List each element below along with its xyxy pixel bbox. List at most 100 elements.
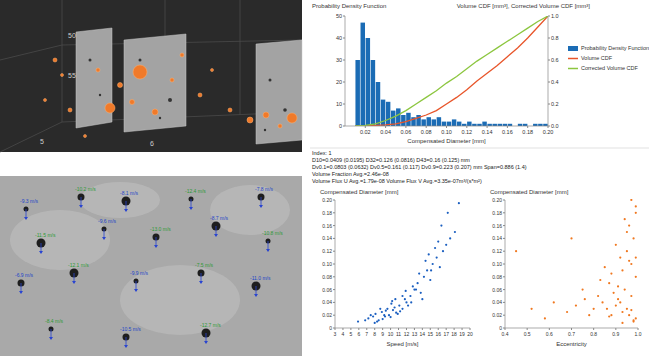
plane-particle	[168, 98, 172, 102]
x-tick-label: 0.4	[502, 331, 509, 337]
image-texture	[210, 185, 290, 235]
velocity-arrowhead	[214, 234, 218, 237]
view-grid-line	[0, 122, 62, 152]
x-tick	[571, 328, 572, 330]
x-tick-label: 16	[435, 331, 441, 337]
y-tick	[333, 225, 335, 226]
chart-title: Compensated Diameter [mm]	[490, 189, 569, 195]
legend-swatch	[568, 46, 578, 51]
scatter-point	[421, 298, 423, 300]
histogram-bar	[406, 113, 410, 126]
x-tick	[430, 328, 431, 330]
scatter-point	[604, 266, 606, 268]
y-tick-label: 0.06	[322, 287, 332, 293]
x-tick-label: 3	[334, 331, 337, 337]
scatter-point	[626, 231, 628, 233]
legend-swatch	[568, 68, 578, 70]
scatter-point	[610, 314, 612, 316]
y-tick	[333, 200, 335, 201]
x-tick-label: 0.08	[421, 129, 432, 135]
scatter-point	[531, 308, 533, 310]
velocity-arrowhead	[79, 205, 83, 208]
x-tick	[507, 126, 508, 128]
scatter-point	[440, 225, 442, 227]
histogram-bar	[482, 122, 486, 126]
plane-particle	[264, 129, 266, 131]
histogram-bar	[437, 117, 441, 126]
x-tick-label: 7	[365, 331, 368, 337]
x-tick	[374, 328, 375, 330]
y-tick-label: 50	[336, 13, 342, 19]
particle-3d	[68, 108, 72, 112]
scatter-point	[635, 317, 637, 319]
scatter-point	[632, 319, 634, 321]
scatter-point	[610, 273, 612, 275]
stats-text: Dv0.1=0.0803 (0.0632) Dv0.5=0.161 (0.117…	[312, 164, 527, 170]
velocity-label: -7.8 m/s	[255, 186, 274, 192]
view-axis-label: 6	[150, 140, 154, 147]
velocity-arrowhead	[254, 294, 258, 297]
scatter-point	[393, 306, 395, 308]
scatter-point	[632, 237, 634, 239]
cdf-line	[355, 16, 548, 126]
plane-particle	[269, 79, 272, 82]
scatter-point	[416, 282, 418, 284]
x-tick	[527, 328, 528, 330]
y-tick-label: 0.08	[492, 274, 502, 280]
x-tick-label: 13	[412, 331, 418, 337]
y-tick	[333, 315, 335, 316]
scatter-point	[370, 314, 372, 316]
particle-3d	[263, 112, 269, 118]
y2-tick	[548, 38, 550, 39]
y-tick	[503, 225, 505, 226]
scatter-point	[621, 311, 623, 313]
image-plane	[256, 40, 302, 144]
histogram-bar	[457, 122, 461, 126]
x-tick-label: 0.16	[502, 129, 513, 135]
legend-swatch	[568, 58, 578, 60]
x-tick-label: 20	[467, 331, 473, 337]
velocity-label: -6.9 m/s	[15, 272, 34, 278]
image-texture	[10, 210, 110, 270]
velocity-arrowhead	[24, 217, 28, 220]
y2-tick-label: 0.6	[551, 57, 559, 63]
velocity-arrowhead	[19, 291, 23, 294]
y-axis-line	[345, 16, 346, 126]
y-tick	[503, 328, 505, 329]
velocity-arrowhead	[72, 281, 76, 284]
plot-data	[355, 16, 548, 126]
x-tick	[382, 328, 383, 330]
x-axis-title: Eccentricity	[556, 341, 587, 347]
x-tick-label: 11	[396, 331, 401, 337]
scatter-point	[544, 317, 546, 319]
scatter-point	[566, 311, 568, 313]
stats-text: Volume Flux U Avg.=1.79e-08 Volume Flux …	[312, 178, 482, 184]
y2-tick	[548, 126, 550, 127]
histogram-bar	[442, 122, 446, 126]
scatter-point	[628, 225, 630, 227]
velocity-arrowhead	[189, 207, 193, 210]
cdf-line	[355, 16, 548, 126]
y-tick	[333, 212, 335, 213]
x-tick-label: 9	[381, 331, 384, 337]
y-tick	[503, 315, 505, 316]
y-tick	[503, 200, 505, 201]
y2-axis-title: Volume CDF [mm³], Corrected Volume CDF […	[457, 3, 591, 9]
y2-tick	[548, 82, 550, 83]
x-tick-label: 19	[459, 331, 465, 337]
velocity-arrowhead	[49, 337, 53, 340]
histogram-bar	[467, 122, 471, 126]
y-tick	[503, 251, 505, 252]
x-tick	[470, 328, 471, 330]
histogram-bar	[386, 102, 390, 126]
velocity-arrowhead	[134, 289, 138, 292]
scatter-point	[410, 301, 412, 303]
y-tick-label: 20	[336, 79, 342, 85]
y-tick-label: 0.18	[322, 210, 332, 216]
scatter-point	[409, 295, 411, 297]
scatter-point	[615, 305, 617, 307]
scatter-point	[447, 212, 449, 214]
y2-tick	[548, 104, 550, 105]
scatter-point	[621, 322, 623, 324]
velocity-label: -12.4 m/s	[185, 188, 206, 194]
